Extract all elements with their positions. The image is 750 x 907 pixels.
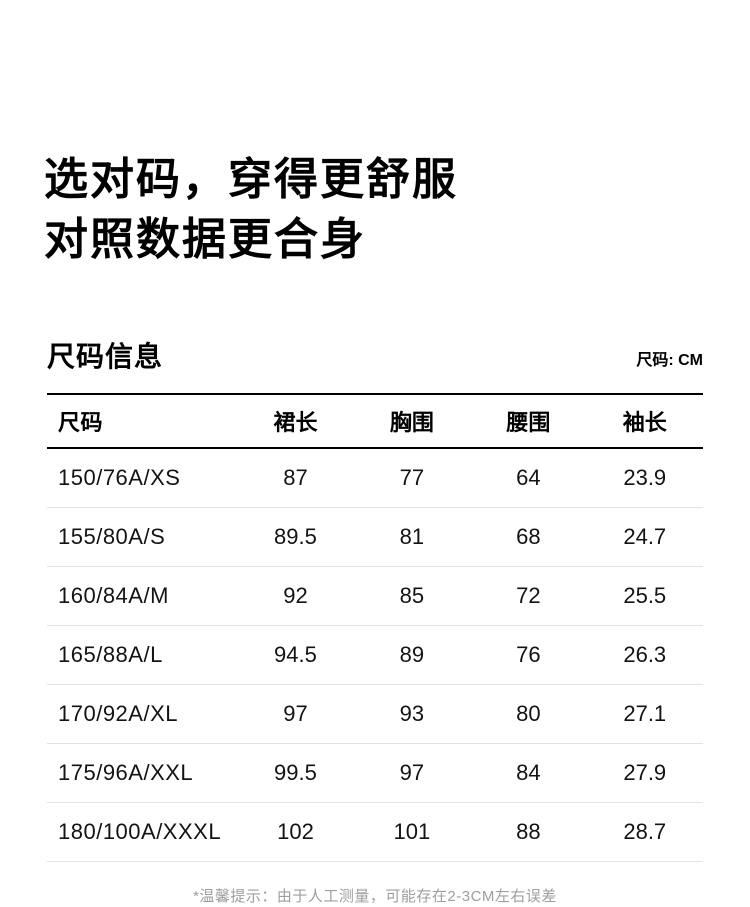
size-cell: 160/84A/M bbox=[58, 583, 169, 608]
table-row: 180/100A/XXXL 102 101 88 28.7 bbox=[47, 803, 703, 862]
title-line-1: 选对码，穿得更舒服 bbox=[44, 155, 458, 204]
measurement-cell: 88 bbox=[516, 819, 541, 844]
table-row: 175/96A/XXL 99.5 97 84 27.9 bbox=[47, 744, 703, 803]
title-line-2: 对照数据更合身 bbox=[44, 215, 366, 264]
size-cell: 150/76A/XS bbox=[58, 465, 181, 490]
measurement-cell: 27.1 bbox=[623, 701, 667, 726]
table-row: 160/84A/M 92 85 72 25.5 bbox=[47, 567, 703, 626]
measurement-cell: 102 bbox=[277, 819, 314, 844]
measurement-cell: 93 bbox=[399, 701, 425, 726]
table-row: 155/80A/S 89.5 81 68 24.7 bbox=[47, 508, 703, 567]
column-header-size: 尺码 bbox=[58, 410, 104, 435]
column-header-waist: 腰围 bbox=[506, 410, 551, 435]
column-header-sleeve: 袖长 bbox=[622, 410, 667, 435]
measurement-cell: 68 bbox=[516, 524, 541, 549]
table-row: 165/88A/L 94.5 89 76 26.3 bbox=[47, 626, 703, 685]
size-cell: 165/88A/L bbox=[58, 642, 163, 667]
measurement-cell: 99.5 bbox=[274, 760, 317, 785]
measurement-cell: 27.9 bbox=[623, 760, 667, 785]
measurement-cell: 85 bbox=[399, 583, 425, 608]
size-cell: 170/92A/XL bbox=[58, 701, 178, 726]
column-header-length: 裙长 bbox=[273, 410, 318, 435]
page-title: 选对码，穿得更舒服 对照数据更合身 bbox=[44, 150, 706, 270]
size-table: 尺码 裙长 胸围 腰围 袖长 150/76A/XS 87 77 64 23.9 155/8… bbox=[47, 393, 703, 862]
measurement-cell: 23.9 bbox=[623, 465, 667, 490]
measurement-cell: 26.3 bbox=[623, 642, 667, 667]
measurement-cell: 77 bbox=[399, 465, 425, 490]
measurement-cell: 97 bbox=[283, 701, 308, 726]
section-header: 尺码信息 尺码: CM bbox=[47, 340, 703, 374]
table-header-row: 尺码 裙长 胸围 腰围 袖长 bbox=[47, 393, 703, 449]
measurement-cell: 28.7 bbox=[623, 819, 667, 844]
table-row: 170/92A/XL 97 93 80 27.1 bbox=[47, 685, 703, 744]
measurement-cell: 84 bbox=[516, 760, 541, 785]
measurement-cell: 25.5 bbox=[623, 583, 667, 608]
section-title: 尺码信息 bbox=[47, 341, 164, 372]
measurement-cell: 94.5 bbox=[274, 642, 317, 667]
table-row: 150/76A/XS 87 77 64 23.9 bbox=[47, 449, 703, 508]
measurement-cell: 87 bbox=[283, 465, 308, 490]
measurement-cell: 89.5 bbox=[274, 524, 317, 549]
measurement-cell: 101 bbox=[393, 819, 431, 844]
measurement-cell: 76 bbox=[516, 642, 541, 667]
size-cell: 175/96A/XXL bbox=[58, 760, 194, 785]
column-header-bust: 胸围 bbox=[389, 410, 434, 435]
measurement-cell: 24.7 bbox=[623, 524, 667, 549]
size-cell: 180/100A/XXXL bbox=[58, 819, 222, 844]
measurement-cell: 80 bbox=[516, 701, 541, 726]
measurement-cell: 89 bbox=[399, 642, 425, 667]
size-cell: 155/80A/S bbox=[58, 524, 166, 549]
measurement-cell: 97 bbox=[399, 760, 425, 785]
unit-label: 尺码: CM bbox=[636, 352, 703, 369]
measurement-disclaimer: *温馨提示：由于人工测量，可能存在2-3CM左右误差 bbox=[193, 888, 557, 905]
measurement-cell: 92 bbox=[283, 583, 308, 608]
measurement-cell: 81 bbox=[399, 524, 425, 549]
table-body: 150/76A/XS 87 77 64 23.9 155/80A/S 89.5 81 68 24.… bbox=[47, 449, 703, 862]
measurement-cell: 64 bbox=[516, 465, 541, 490]
measurement-cell: 72 bbox=[516, 583, 541, 608]
